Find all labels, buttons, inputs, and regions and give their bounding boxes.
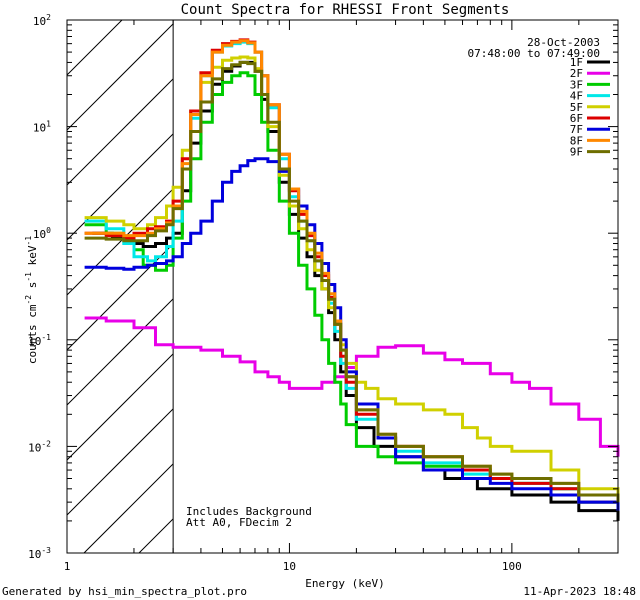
x-axis-label: Energy (keV) [305, 577, 384, 590]
hatch-line [66, 23, 174, 131]
y-tick-label: 10-2 [28, 439, 51, 454]
y-tick-label: 10-3 [28, 546, 51, 561]
footer-timestamp: 11-Apr-2023 18:48 [523, 585, 636, 598]
legend-label-3f: 3F [570, 78, 583, 91]
y-axis-label: counts cm-2 s-1 keV-1 [24, 236, 39, 364]
y-tick-label: 101 [33, 120, 51, 135]
annotation-background: Includes Background [186, 505, 312, 518]
legend-time: 07:48:00 to 07:49:00 [468, 47, 600, 60]
hatch-line [66, 298, 174, 406]
legend-label-7f: 7F [570, 123, 583, 136]
y-tick-label: 100 [33, 226, 51, 241]
legend-label-9f: 9F [570, 146, 583, 159]
plot-frame [66, 19, 619, 554]
legend-label-6f: 6F [570, 112, 583, 125]
x-tick-label: 100 [502, 560, 522, 573]
y-tick-label: 102 [33, 13, 51, 28]
hatch-line [83, 463, 174, 554]
hatch-line [66, 78, 174, 186]
legend-date: 28-Oct-2003 [527, 36, 600, 49]
series-line-6f [84, 38, 620, 511]
annotation-attenuator: Att A0, FDecim 2 [186, 516, 292, 529]
legend-label-1f: 1F [570, 56, 583, 69]
series-line-5f [84, 55, 620, 503]
series-line-2f [84, 316, 620, 457]
x-tick-label: 1 [64, 560, 71, 573]
hatch-line [66, 188, 174, 296]
legend-label-5f: 5F [570, 101, 583, 114]
y-axis-label-base: counts cm [26, 304, 39, 364]
legend-label-2f: 2F [570, 67, 583, 80]
hatch-line [138, 518, 174, 554]
legend-label-8f: 8F [570, 134, 583, 147]
series-line-7f [84, 157, 620, 511]
x-tick-label: 10 [283, 560, 296, 573]
axes [66, 19, 619, 554]
ticks: 1 10 100 10-3 10-2 10-1 100 101 102 [28, 13, 619, 573]
hatch-line [66, 408, 174, 516]
hatch-line [66, 353, 174, 461]
hatch-line [66, 133, 174, 241]
background-shaded-region [66, 19, 174, 554]
y-tick-label: 10-1 [28, 333, 51, 348]
legend-label-4f: 4F [570, 90, 583, 103]
series-line-3f [84, 71, 620, 511]
series-line-9f [84, 60, 620, 503]
footer-generated-by: Generated by hsi_min_spectra_plot.pro [2, 585, 247, 598]
series-layer [84, 38, 620, 521]
hatch-line [66, 19, 123, 76]
series-line-4f [84, 40, 620, 511]
hatch-line [66, 243, 174, 351]
chart-title: Count Spectra for RHESSI Front Segments [181, 2, 510, 18]
